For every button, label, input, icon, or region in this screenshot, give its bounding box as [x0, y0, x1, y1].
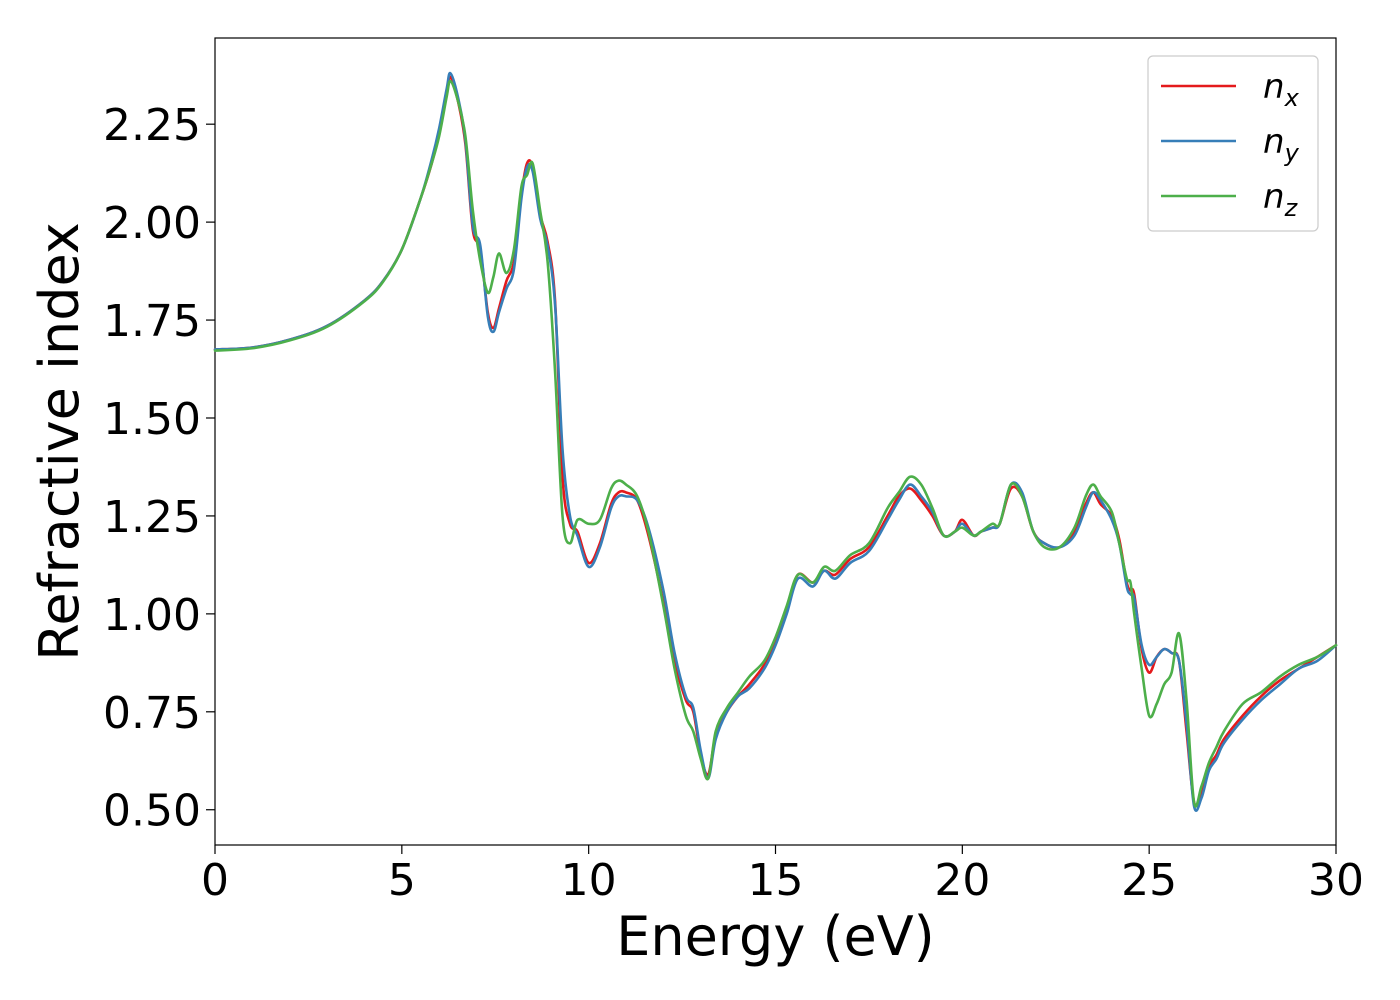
x-tick-label: 15 [748, 855, 804, 906]
legend-label-nx: nx [1263, 67, 1300, 112]
x-tick-label: 10 [561, 855, 617, 906]
y-tick-label: 1.75 [103, 296, 201, 347]
y-axis: 0.50 0.75 1.00 1.25 1.50 1.75 2.00 2.25 [103, 100, 215, 837]
x-tick-label: 0 [201, 855, 229, 906]
x-tick-label: 20 [934, 855, 990, 906]
y-tick-label: 0.50 [103, 786, 201, 837]
y-tick-label: 1.50 [103, 394, 201, 445]
y-tick-label: 0.75 [103, 688, 201, 739]
series-lines [213, 71, 1338, 812]
y-tick-label: 2.00 [103, 198, 201, 249]
series-line-ny [213, 71, 1338, 812]
y-tick-label: 1.25 [103, 492, 201, 543]
x-tick-label: 25 [1121, 855, 1177, 906]
x-tick-label: 5 [388, 855, 416, 906]
x-tick-label: 30 [1308, 855, 1364, 906]
legend: nx ny nz [1147, 55, 1319, 232]
series-line-nz [213, 79, 1338, 808]
x-axis-title: Energy (eV) [616, 905, 935, 968]
y-axis-title: Refractive index [28, 222, 91, 661]
y-tick-label: 1.00 [103, 590, 201, 641]
legend-label-ny: ny [1263, 122, 1300, 167]
legend-box [1147, 55, 1319, 232]
legend-label-nz: nz [1263, 177, 1299, 222]
x-axis: 0 5 10 15 20 25 30 [201, 845, 1364, 906]
y-tick-label: 2.25 [103, 100, 201, 151]
